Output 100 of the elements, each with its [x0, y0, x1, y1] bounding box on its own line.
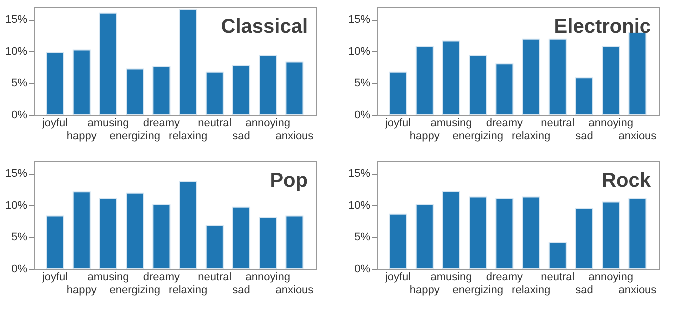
x-tick-label: anxious [618, 284, 658, 296]
bar [442, 190, 461, 270]
bar [72, 192, 91, 270]
x-tick-label: joyful [384, 118, 412, 130]
bar [575, 208, 594, 270]
x-tick-label: dreamy [143, 272, 181, 284]
x-tick-label: annoying [588, 272, 634, 284]
x-tick-label: relaxing [512, 130, 551, 142]
y-tick-label: 15% [348, 168, 371, 180]
bar [99, 12, 118, 116]
x-tick-label: happy [410, 284, 440, 296]
y-tick-label: 10% [5, 200, 28, 212]
bar [416, 46, 434, 116]
x-tick-label: happy [66, 284, 98, 296]
x-tick-label: amusing [88, 118, 130, 130]
bar [259, 55, 278, 116]
y-tick-label: 5% [354, 78, 371, 90]
bar [46, 52, 64, 116]
bar [522, 196, 540, 270]
bar [206, 225, 224, 270]
y-tick-label: 10% [348, 46, 371, 58]
y-tick-label: 5% [12, 78, 28, 90]
x-tick-label: happy [410, 130, 440, 142]
bar [548, 242, 567, 270]
bar [46, 216, 64, 270]
bar [72, 50, 91, 116]
y-tick-label: 5% [12, 232, 28, 244]
y-tick-label: 15% [5, 168, 28, 180]
x-tick-label: sad [232, 284, 250, 296]
x-tick-label: joyful [41, 118, 68, 130]
bar [602, 202, 620, 270]
x-tick-label: anxious [618, 130, 658, 142]
bar [286, 62, 304, 116]
chart-title: Classical [221, 16, 308, 38]
y-tick-label: 5% [354, 232, 371, 244]
bar [232, 64, 251, 116]
x-tick-label: dreamy [486, 272, 524, 284]
x-tick-label: sad [576, 130, 594, 142]
x-tick-label: dreamy [486, 118, 524, 130]
x-tick-label: dreamy [143, 118, 181, 130]
y-tick-label: 0% [354, 264, 371, 276]
bar [628, 198, 647, 270]
bar [602, 46, 620, 116]
chart-title: Pop [270, 170, 308, 192]
x-tick-label: amusing [430, 272, 472, 284]
bar [152, 204, 171, 270]
bar [389, 72, 408, 116]
bar [232, 206, 251, 270]
bar [126, 192, 144, 270]
x-tick-label: annoying [588, 118, 634, 130]
bar [286, 216, 304, 270]
bar [179, 9, 198, 116]
bar [496, 64, 514, 116]
y-tick-label: 0% [354, 110, 371, 122]
bar [416, 204, 434, 270]
y-tick-label: 0% [12, 110, 28, 122]
x-tick-label: annoying [246, 272, 290, 284]
x-tick-label: sad [576, 284, 594, 296]
y-tick-label: 0% [12, 264, 28, 276]
bar [126, 68, 144, 116]
x-tick-label: energizing [110, 130, 160, 142]
bar [469, 55, 488, 116]
bar [628, 32, 647, 116]
bar [259, 217, 278, 270]
y-tick-label: 15% [5, 14, 28, 26]
bar [548, 38, 567, 116]
x-tick-label: anxious [276, 284, 314, 296]
x-tick-label: happy [66, 130, 98, 142]
bar [575, 78, 594, 116]
x-tick-label: amusing [430, 118, 472, 130]
bar [442, 40, 461, 116]
bar [206, 72, 224, 116]
x-tick-label: neutral [198, 272, 232, 284]
chart-title: Rock [602, 170, 652, 192]
x-tick-label: annoying [246, 118, 290, 130]
y-tick-label: 15% [348, 14, 371, 26]
x-tick-label: neutral [198, 118, 232, 130]
bar [179, 181, 198, 270]
x-tick-label: joyful [41, 272, 68, 284]
chart-title: Electronic [554, 16, 651, 38]
y-tick-label: 10% [5, 46, 28, 58]
x-tick-label: relaxing [512, 284, 551, 296]
x-tick-label: amusing [88, 272, 130, 284]
bar [522, 38, 540, 116]
x-tick-label: energizing [452, 284, 504, 296]
bar [152, 66, 171, 116]
bar [496, 198, 514, 270]
bar [99, 198, 118, 270]
bar [469, 196, 488, 270]
x-tick-label: relaxing [169, 284, 208, 296]
x-tick-label: energizing [452, 130, 504, 142]
x-tick-label: relaxing [169, 130, 208, 142]
x-tick-label: anxious [276, 130, 314, 142]
bar [389, 214, 408, 270]
y-tick-label: 10% [348, 200, 371, 212]
x-tick-label: sad [232, 130, 250, 142]
x-tick-label: energizing [110, 284, 160, 296]
x-tick-label: neutral [541, 272, 575, 284]
x-tick-label: neutral [541, 118, 575, 130]
x-tick-label: joyful [384, 272, 412, 284]
